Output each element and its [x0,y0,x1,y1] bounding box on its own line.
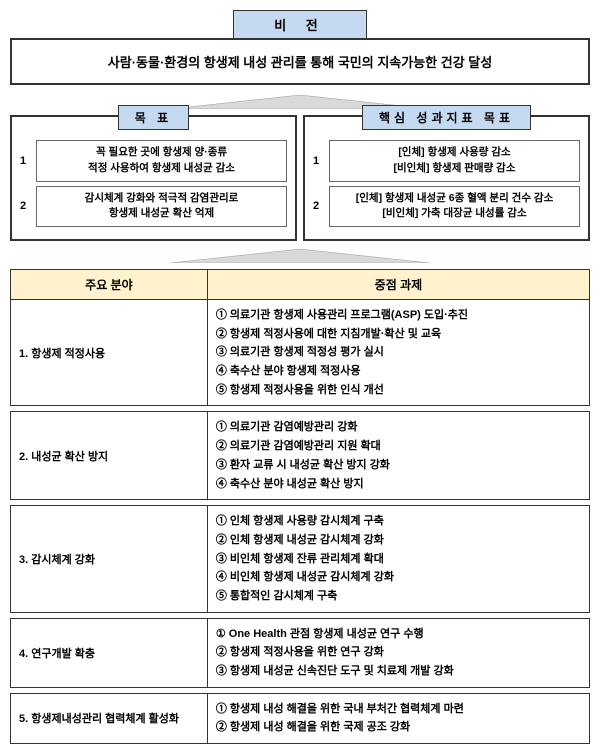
task-line: ① 의료기관 감염예방관리 강화 [216,418,581,437]
task-line: ⑤ 통합적인 감시체계 구축 [216,587,581,606]
task-line: ① 의료기관 항생제 사용관리 프로그램(ASP) 도입·추진 [216,306,581,325]
task-cell: ① 인체 항생제 사용량 감시체계 구축② 인체 항생제 내성균 감시체계 강화… [207,506,589,612]
goal-line: 꼭 필요한 곳에 항생제 양·종류 [41,145,282,161]
task-cell: ① 의료기관 항생제 사용관리 프로그램(ASP) 도입·추진② 항생제 적정사… [207,300,589,406]
field-cell: 1. 항생제 적정사용 [11,300,208,406]
task-line: ③ 항생제 내성균 신속진단 도구 및 치료제 개발 강화 [216,662,581,681]
goal-text: [인체] 항생제 사용량 감소[비인체] 항생제 판매량 감소 [329,140,580,182]
task-line: ① One Health 관점 항생제 내성균 연구 수행 [216,625,581,644]
task-line: ⑤ 항생제 적정사용을 위한 인식 개선 [216,381,581,400]
goal-item-right-1: 2 [인체] 항생제 내성균 6종 혈액 분리 건수 감소[비인체] 가축 대장균… [313,186,580,228]
goal-num: 1 [313,155,323,167]
goal-line: [비인체] 가축 대장균 내성률 감소 [334,206,575,222]
table-row: 1. 항생제 적정사용① 의료기관 항생제 사용관리 프로그램(ASP) 도입·… [11,300,590,406]
vision-label: 비 전 [233,10,367,39]
goal-num: 1 [20,155,30,167]
table-row: 3. 감시체계 강화① 인체 항생제 사용량 감시체계 구축② 인체 항생제 내… [11,506,590,612]
goal-line: [인체] 항생제 내성균 6종 혈액 분리 건수 감소 [334,191,575,207]
field-cell: 3. 감시체계 강화 [11,506,208,612]
task-line: ② 인체 항생제 내성균 감시체계 강화 [216,531,581,550]
goal-num: 2 [313,200,323,212]
goal-line: 감시체계 강화와 적극적 감염관리로 [41,191,282,207]
th-task: 중점 과제 [207,270,589,300]
task-line: ③ 환자 교류 시 내성균 확산 방지 강화 [216,456,581,475]
goal-panel-left: 목 표 1꼭 필요한 곳에 항생제 양·종류적정 사용하여 항생제 내성균 감소… [10,115,297,241]
field-cell: 2. 내성균 확산 방지 [11,412,208,500]
table-row: 4. 연구개발 확충① One Health 관점 항생제 내성균 연구 수행②… [11,618,590,687]
goal-item-right-0: 1 [인체] 항생제 사용량 감소[비인체] 항생제 판매량 감소 [313,140,580,182]
goal-num: 2 [20,200,30,212]
table-row: 2. 내성균 확산 방지① 의료기관 감염예방관리 강화② 의료기관 감염예방관… [11,412,590,500]
task-cell: ① 의료기관 감염예방관리 강화② 의료기관 감염예방관리 지원 확대③ 환자 … [207,412,589,500]
field-cell: 5. 항생제내성관리 협력체계 활성화 [11,693,208,743]
goal-line: 적정 사용하여 항생제 내성균 감소 [41,161,282,177]
goal-text: 꼭 필요한 곳에 항생제 양·종류적정 사용하여 항생제 내성균 감소 [36,140,287,182]
goal-right-label: 핵심 성과지표 목표 [362,105,531,130]
table-row: 5. 항생제내성관리 협력체계 활성화① 항생제 내성 해결을 위한 국내 부처… [11,693,590,743]
field-cell: 4. 연구개발 확충 [11,618,208,687]
goal-left-label: 목 표 [118,105,189,130]
main-table: 주요 분야 중점 과제 1. 항생제 적정사용① 의료기관 항생제 사용관리 프… [10,269,590,744]
th-field: 주요 분야 [11,270,208,300]
goal-panel-right: 핵심 성과지표 목표 1[인체] 항생제 사용량 감소[비인체] 항생제 판매량… [303,115,590,241]
task-line: ④ 비인체 항생제 내성균 감시체계 강화 [216,568,581,587]
task-line: ③ 의료기관 항생제 적정성 평가 실시 [216,343,581,362]
vision-section: 비 전 사람·동물·환경의 항생제 내성 관리를 통해 국민의 지속가능한 건강… [10,10,590,85]
task-cell: ① 항생제 내성 해결을 위한 국내 부처간 협력체계 마련② 항생제 내성 해… [207,693,589,743]
task-cell: ① One Health 관점 항생제 내성균 연구 수행② 항생제 적정사용을… [207,618,589,687]
goal-line: [비인체] 항생제 판매량 감소 [334,161,575,177]
task-line: ① 항생제 내성 해결을 위한 국내 부처간 협력체계 마련 [216,700,581,719]
goal-line: [인체] 항생제 사용량 감소 [334,145,575,161]
goal-text: [인체] 항생제 내성균 6종 혈액 분리 건수 감소[비인체] 가축 대장균 … [329,186,580,228]
vision-text: 사람·동물·환경의 항생제 내성 관리를 통해 국민의 지속가능한 건강 달성 [10,38,590,85]
goals-row: 목 표 1꼭 필요한 곳에 항생제 양·종류적정 사용하여 항생제 내성균 감소… [10,115,590,241]
task-line: ④ 축수산 분야 내성균 확산 방지 [216,475,581,494]
goal-item-left-1: 2 감시체계 강화와 적극적 감염관리로항생제 내성균 확산 억제 [20,186,287,228]
task-line: ③ 비인체 항생제 잔류 관리체계 확대 [216,550,581,569]
goal-line: 항생제 내성균 확산 억제 [41,206,282,222]
task-line: ② 항생제 적정사용을 위한 연구 강화 [216,643,581,662]
task-line: ② 항생제 내성 해결을 위한 국제 공조 강화 [216,718,581,737]
task-line: ① 인체 항생제 사용량 감시체계 구축 [216,512,581,531]
goal-item-left-0: 1 꼭 필요한 곳에 항생제 양·종류적정 사용하여 항생제 내성균 감소 [20,140,287,182]
task-line: ② 의료기관 감염예방관리 지원 확대 [216,437,581,456]
task-line: ② 항생제 적정사용에 대한 지침개발·확산 및 교육 [216,325,581,344]
goal-text: 감시체계 강화와 적극적 감염관리로항생제 내성균 확산 억제 [36,186,287,228]
task-line: ④ 축수산 분야 항생제 적정사용 [216,362,581,381]
arrow-divider-2 [10,247,590,263]
